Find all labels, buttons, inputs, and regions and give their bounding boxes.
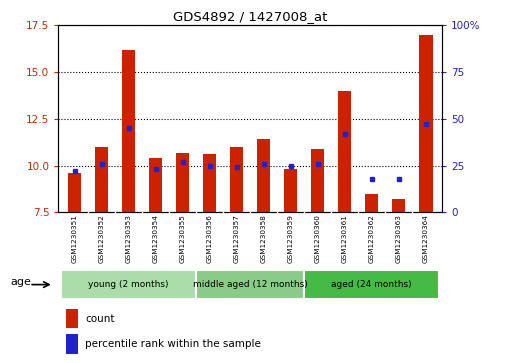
Bar xyxy=(257,139,270,212)
Bar xyxy=(68,173,81,212)
Text: GSM1230360: GSM1230360 xyxy=(315,214,321,263)
Text: GSM1230355: GSM1230355 xyxy=(180,214,185,263)
Text: GSM1230363: GSM1230363 xyxy=(396,214,402,263)
Text: percentile rank within the sample: percentile rank within the sample xyxy=(85,339,261,349)
Bar xyxy=(66,309,78,329)
Bar xyxy=(61,270,196,299)
Text: GSM1230362: GSM1230362 xyxy=(369,214,375,263)
Text: GSM1230361: GSM1230361 xyxy=(342,214,347,263)
Text: GSM1230359: GSM1230359 xyxy=(288,214,294,263)
Bar xyxy=(203,154,216,212)
Text: age: age xyxy=(11,277,31,287)
Bar xyxy=(176,152,189,212)
Text: GSM1230357: GSM1230357 xyxy=(234,214,240,263)
Title: GDS4892 / 1427008_at: GDS4892 / 1427008_at xyxy=(173,10,327,23)
Bar xyxy=(230,147,243,212)
Bar xyxy=(419,35,432,212)
Text: count: count xyxy=(85,314,115,324)
Bar xyxy=(311,149,325,212)
Bar xyxy=(66,334,78,354)
Bar xyxy=(365,194,378,212)
Text: GSM1230358: GSM1230358 xyxy=(261,214,267,263)
Bar xyxy=(392,199,405,212)
Bar xyxy=(196,270,304,299)
Bar xyxy=(122,50,136,212)
Text: middle aged (12 months): middle aged (12 months) xyxy=(193,280,307,289)
Text: GSM1230351: GSM1230351 xyxy=(72,214,78,263)
Text: aged (24 months): aged (24 months) xyxy=(331,280,412,289)
Text: GSM1230364: GSM1230364 xyxy=(423,214,429,263)
Bar xyxy=(149,158,163,212)
Bar xyxy=(284,170,298,212)
Bar xyxy=(304,270,439,299)
Text: GSM1230353: GSM1230353 xyxy=(125,214,132,263)
Bar xyxy=(95,147,108,212)
Text: GSM1230356: GSM1230356 xyxy=(207,214,213,263)
Text: GSM1230352: GSM1230352 xyxy=(99,214,105,263)
Text: young (2 months): young (2 months) xyxy=(88,280,169,289)
Bar xyxy=(338,91,352,212)
Text: GSM1230354: GSM1230354 xyxy=(153,214,158,263)
